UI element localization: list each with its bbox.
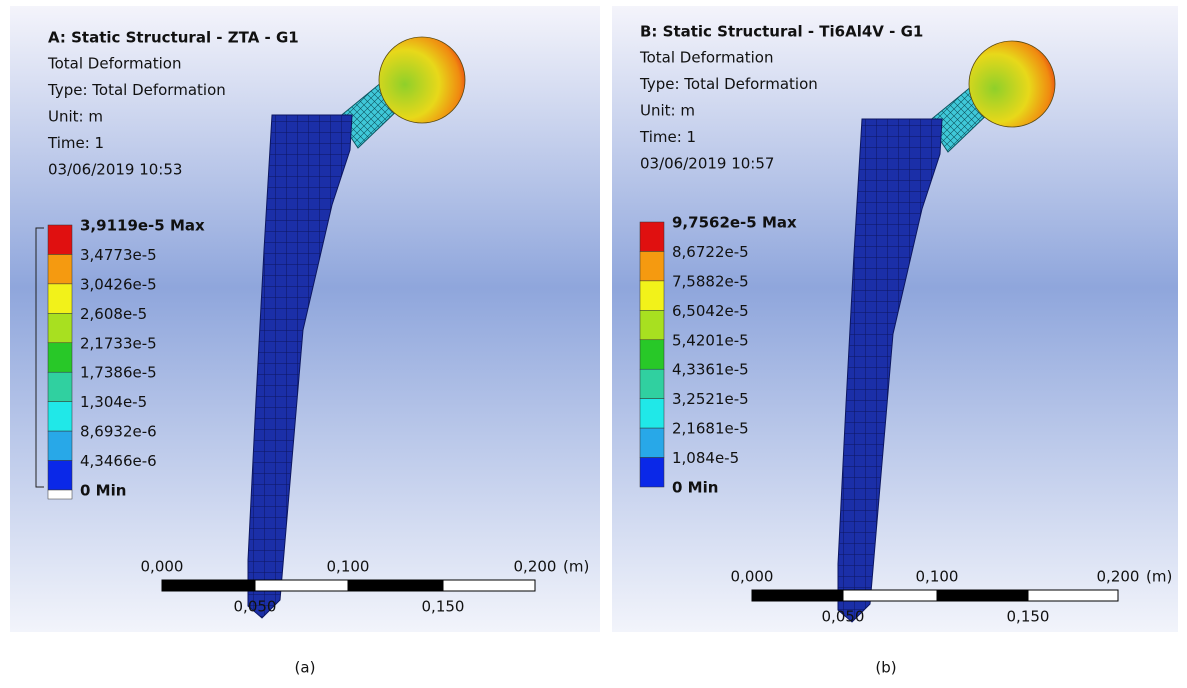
- legend-label: 3,4773e-5: [80, 246, 157, 264]
- legend-label: 3,2521e-5: [672, 390, 749, 408]
- caption: (a): [295, 659, 316, 677]
- scale-label: 0,200: [1097, 568, 1140, 586]
- figure: A: Static Structural - ZTA - G1 Total Def…: [0, 0, 1187, 684]
- scale-segment: [443, 580, 535, 591]
- legend-label: 2,608e-5: [80, 305, 147, 323]
- legend-label: 6,5042e-5: [672, 302, 749, 320]
- caption: (b): [875, 659, 896, 677]
- page: {"panels": [ {"header": {"title": "A: St…: [0, 0, 1187, 684]
- header-line: Total Deformation: [47, 55, 181, 73]
- header-line: Unit: m: [48, 108, 103, 126]
- legend-swatch: [640, 458, 664, 487]
- legend-label: 4,3361e-5: [672, 361, 749, 379]
- header-line: Type: Total Deformation: [639, 75, 818, 93]
- scale-label: 0,150: [1007, 608, 1050, 626]
- legend-swatch: [48, 402, 72, 431]
- legend-label: 4,3466e-6: [80, 452, 157, 470]
- header-line: Time: 1: [47, 134, 104, 152]
- legend-swatch: [48, 225, 72, 254]
- legend-swatch: [48, 490, 72, 499]
- legend-swatch: [48, 431, 72, 460]
- legend-swatch: [48, 284, 72, 313]
- panel: B: Static Structural - Ti6Al4V - G1 Total…: [612, 6, 1178, 632]
- legend-label: 8,6722e-5: [672, 243, 749, 261]
- header-line: Type: Total Deformation: [47, 81, 226, 99]
- legend-swatch: [640, 281, 664, 310]
- legend-swatch: [640, 310, 664, 339]
- scale-unit: (m): [563, 558, 589, 576]
- scale-segment: [348, 580, 443, 591]
- legend-swatch: [640, 369, 664, 398]
- legend-swatch: [640, 251, 664, 280]
- header-title: A: Static Structural - ZTA - G1: [48, 29, 299, 47]
- panel: A: Static Structural - ZTA - G1 Total Def…: [10, 6, 600, 632]
- legend-label: 3,0426e-5: [80, 275, 157, 293]
- header-line: 03/06/2019 10:53: [48, 161, 182, 179]
- legend-label: 3,9119e-5 Max: [80, 217, 205, 235]
- legend-swatch: [640, 222, 664, 251]
- legend-swatch: [48, 372, 72, 401]
- legend-swatch: [640, 428, 664, 457]
- legend-swatch: [48, 313, 72, 342]
- legend-swatch: [48, 461, 72, 490]
- scale-segment: [937, 590, 1028, 601]
- scale-segment: [843, 590, 937, 601]
- scale-label: 0,050: [822, 608, 865, 626]
- legend-swatch: [640, 399, 664, 428]
- header-line: 03/06/2019 10:57: [640, 155, 774, 173]
- scale-label: 0,100: [916, 568, 959, 586]
- legend-label: 5,4201e-5: [672, 331, 749, 349]
- legend-label: 2,1681e-5: [672, 420, 749, 438]
- legend-label: 0 Min: [80, 482, 126, 500]
- scale-label: 0,000: [141, 558, 184, 576]
- legend-swatch: [48, 343, 72, 372]
- legend-swatch: [48, 254, 72, 283]
- legend-label: 0 Min: [672, 479, 718, 497]
- scale-segment: [255, 580, 348, 591]
- head: [379, 37, 465, 123]
- header-title: B: Static Structural - Ti6Al4V - G1: [640, 23, 923, 41]
- scale-label: 0,150: [422, 598, 465, 616]
- scale-label: 0,100: [327, 558, 370, 576]
- scale-label: 0,050: [234, 598, 277, 616]
- scale-unit: (m): [1146, 568, 1172, 586]
- scale-segment: [752, 590, 843, 601]
- header-line: Unit: m: [640, 102, 695, 120]
- legend-label: 2,1733e-5: [80, 334, 157, 352]
- head: [969, 41, 1055, 127]
- scale-label: 0,000: [731, 568, 774, 586]
- header-line: Total Deformation: [639, 49, 773, 67]
- scale-segment: [1028, 590, 1118, 601]
- legend-label: 1,304e-5: [80, 393, 147, 411]
- header-line: Time: 1: [639, 128, 696, 146]
- legend-label: 8,6932e-6: [80, 423, 157, 441]
- legend-label: 7,5882e-5: [672, 272, 749, 290]
- scale-segment: [162, 580, 255, 591]
- legend-label: 1,7386e-5: [80, 364, 157, 382]
- legend-label: 1,084e-5: [672, 449, 739, 467]
- legend-label: 9,7562e-5 Max: [672, 214, 797, 232]
- scale-label: 0,200: [514, 558, 557, 576]
- legend-swatch: [640, 340, 664, 369]
